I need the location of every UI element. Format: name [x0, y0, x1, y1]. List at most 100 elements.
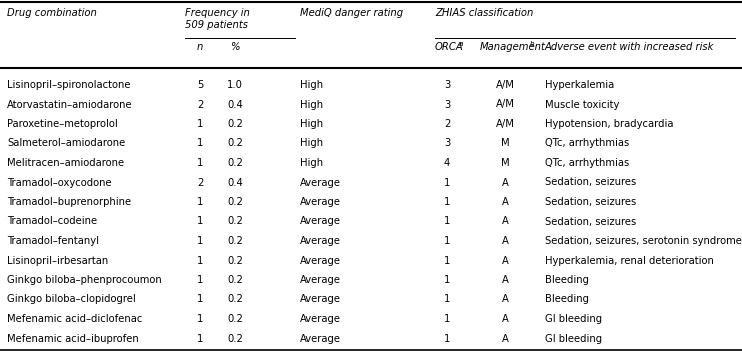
Text: Tramadol–codeine: Tramadol–codeine: [7, 217, 97, 226]
Text: 1: 1: [444, 217, 450, 226]
Text: GI bleeding: GI bleeding: [545, 333, 602, 344]
Text: b: b: [530, 41, 535, 47]
Text: Management: Management: [480, 42, 546, 52]
Text: 0.4: 0.4: [227, 178, 243, 187]
Text: n: n: [197, 42, 203, 52]
Text: High: High: [300, 80, 323, 90]
Text: 4: 4: [444, 158, 450, 168]
Text: QTc, arrhythmias: QTc, arrhythmias: [545, 158, 629, 168]
Text: Atorvastatin–amiodarone: Atorvastatin–amiodarone: [7, 99, 133, 109]
Text: 1: 1: [197, 158, 203, 168]
Text: 3: 3: [444, 138, 450, 148]
Text: 5: 5: [197, 80, 203, 90]
Text: 1: 1: [444, 295, 450, 305]
Text: ZHIAS classification: ZHIAS classification: [435, 8, 533, 18]
Text: A: A: [502, 295, 508, 305]
Text: Muscle toxicity: Muscle toxicity: [545, 99, 620, 109]
Text: Sedation, seizures, serotonin syndrome: Sedation, seizures, serotonin syndrome: [545, 236, 742, 246]
Text: Bleeding: Bleeding: [545, 295, 589, 305]
Text: 1: 1: [197, 236, 203, 246]
Text: Average: Average: [300, 275, 341, 285]
Text: Hyperkalemia: Hyperkalemia: [545, 80, 614, 90]
Text: Salmeterol–amiodarone: Salmeterol–amiodarone: [7, 138, 125, 148]
Text: Average: Average: [300, 333, 341, 344]
Text: A: A: [502, 256, 508, 266]
Text: Bleeding: Bleeding: [545, 275, 589, 285]
Text: MediQ danger rating: MediQ danger rating: [300, 8, 403, 18]
Text: A/M: A/M: [496, 119, 514, 129]
Text: Sedation, seizures: Sedation, seizures: [545, 197, 636, 207]
Text: Ginkgo biloba–phenprocoumon: Ginkgo biloba–phenprocoumon: [7, 275, 162, 285]
Text: 1: 1: [444, 236, 450, 246]
Text: 1: 1: [197, 217, 203, 226]
Text: 1: 1: [197, 138, 203, 148]
Text: A: A: [502, 236, 508, 246]
Text: 1: 1: [444, 178, 450, 187]
Text: 1: 1: [197, 295, 203, 305]
Text: 1: 1: [197, 314, 203, 324]
Text: 0.2: 0.2: [227, 197, 243, 207]
Text: 1: 1: [444, 314, 450, 324]
Text: 3: 3: [444, 80, 450, 90]
Text: 0.2: 0.2: [227, 138, 243, 148]
Text: Mefenamic acid–diclofenac: Mefenamic acid–diclofenac: [7, 314, 142, 324]
Text: A/M: A/M: [496, 80, 514, 90]
Text: QTc, arrhythmias: QTc, arrhythmias: [545, 138, 629, 148]
Text: Hypotension, bradycardia: Hypotension, bradycardia: [545, 119, 674, 129]
Text: 2: 2: [197, 99, 203, 109]
Text: High: High: [300, 138, 323, 148]
Text: Ginkgo biloba–clopidogrel: Ginkgo biloba–clopidogrel: [7, 295, 136, 305]
Text: 1: 1: [197, 333, 203, 344]
Text: a: a: [459, 41, 464, 47]
Text: 0.2: 0.2: [227, 119, 243, 129]
Text: Adverse event with increased risk: Adverse event with increased risk: [545, 42, 715, 52]
Text: Average: Average: [300, 217, 341, 226]
Text: 1: 1: [444, 275, 450, 285]
Text: GI bleeding: GI bleeding: [545, 314, 602, 324]
Text: 3: 3: [444, 99, 450, 109]
Text: 0.2: 0.2: [227, 256, 243, 266]
Text: Melitracen–amiodarone: Melitracen–amiodarone: [7, 158, 124, 168]
Text: 1: 1: [197, 119, 203, 129]
Text: Average: Average: [300, 256, 341, 266]
Text: 0.2: 0.2: [227, 333, 243, 344]
Text: Tramadol–buprenorphine: Tramadol–buprenorphine: [7, 197, 131, 207]
Text: 2: 2: [444, 119, 450, 129]
Text: High: High: [300, 99, 323, 109]
Text: 1.0: 1.0: [227, 80, 243, 90]
Text: 1: 1: [197, 197, 203, 207]
Text: 1: 1: [444, 256, 450, 266]
Text: M: M: [501, 138, 509, 148]
Text: M: M: [501, 158, 509, 168]
Text: Lisinopril–irbesartan: Lisinopril–irbesartan: [7, 256, 108, 266]
Text: Sedation, seizures: Sedation, seizures: [545, 178, 636, 187]
Text: High: High: [300, 158, 323, 168]
Text: Drug combination: Drug combination: [7, 8, 97, 18]
Text: 1: 1: [444, 333, 450, 344]
Text: Tramadol–fentanyl: Tramadol–fentanyl: [7, 236, 99, 246]
Text: 2: 2: [197, 178, 203, 187]
Text: 0.2: 0.2: [227, 295, 243, 305]
Text: Frequency in
509 patients: Frequency in 509 patients: [185, 8, 250, 29]
Text: ORCA: ORCA: [435, 42, 464, 52]
Text: A: A: [502, 217, 508, 226]
Text: 0.2: 0.2: [227, 314, 243, 324]
Text: %: %: [230, 42, 240, 52]
Text: A/M: A/M: [496, 99, 514, 109]
Text: Tramadol–oxycodone: Tramadol–oxycodone: [7, 178, 111, 187]
Text: 0.4: 0.4: [227, 99, 243, 109]
Text: A: A: [502, 275, 508, 285]
Text: Average: Average: [300, 314, 341, 324]
Text: 0.2: 0.2: [227, 158, 243, 168]
Text: 1: 1: [444, 197, 450, 207]
Text: 0.2: 0.2: [227, 217, 243, 226]
Text: Sedation, seizures: Sedation, seizures: [545, 217, 636, 226]
Text: A: A: [502, 314, 508, 324]
Text: A: A: [502, 197, 508, 207]
Text: High: High: [300, 119, 323, 129]
Text: Average: Average: [300, 178, 341, 187]
Text: Mefenamic acid–ibuprofen: Mefenamic acid–ibuprofen: [7, 333, 139, 344]
Text: Average: Average: [300, 236, 341, 246]
Text: Average: Average: [300, 197, 341, 207]
Text: A: A: [502, 178, 508, 187]
